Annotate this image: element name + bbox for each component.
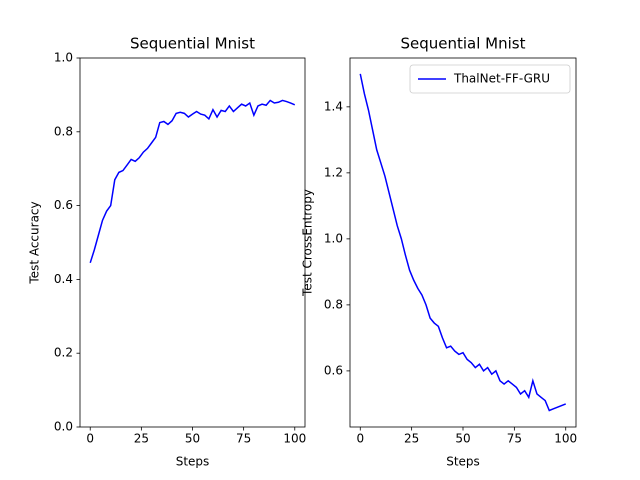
x-axis-label: Steps	[176, 455, 210, 469]
y-tick-label: 1.2	[324, 165, 343, 179]
y-tick-label: 0.8	[54, 124, 73, 138]
x-tick-label: 75	[236, 432, 251, 446]
plot-frame	[349, 57, 577, 428]
legend-label: ThalNet-FF-GRU	[453, 72, 550, 86]
line-series	[359, 73, 567, 412]
x-tick-label: 25	[134, 432, 149, 446]
y-axis-label: Test CrossEntropy	[301, 189, 315, 297]
x-tick-label: 100	[283, 432, 306, 446]
x-tick-label: 100	[554, 432, 577, 446]
y-tick-label: 0.2	[54, 346, 73, 360]
legend-box	[409, 64, 571, 94]
chart-title: Sequential Mnist	[400, 35, 525, 53]
y-tick-label: 0.4	[54, 272, 73, 286]
y-tick-label: 1.4	[324, 99, 343, 113]
y-tick-label: 0.8	[324, 297, 343, 311]
x-tick-label: 50	[455, 432, 470, 446]
x-tick-label: 25	[404, 432, 419, 446]
x-axis-label: Steps	[446, 455, 480, 469]
y-axis-label: Test Accuracy	[28, 201, 42, 284]
line-series	[89, 99, 296, 264]
y-tick-label: 0.0	[54, 420, 73, 434]
x-tick-label: 50	[185, 432, 200, 446]
y-tick-label: 1.0	[324, 231, 343, 245]
chart-title: Sequential Mnist	[130, 35, 255, 53]
x-tick-label: 0	[86, 432, 94, 446]
y-tick-label: 1.0	[54, 51, 73, 65]
x-tick-label: 0	[356, 432, 364, 446]
plot-frame	[79, 57, 306, 428]
y-tick-label: 0.6	[324, 363, 343, 377]
y-tick-label: 0.6	[54, 198, 73, 212]
x-tick-label: 75	[507, 432, 522, 446]
